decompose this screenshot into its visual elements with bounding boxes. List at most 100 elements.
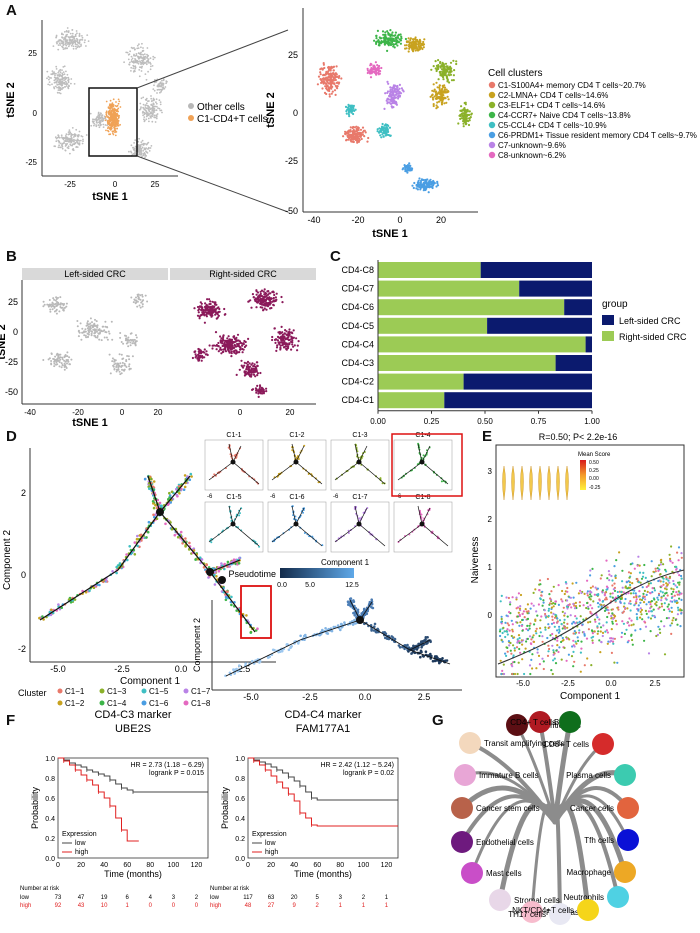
cluster-point	[462, 117, 465, 120]
y-axis-label: Component 2	[2, 530, 13, 590]
other-cell-point	[81, 142, 84, 145]
other-cell-point	[155, 114, 157, 117]
other-cell-point	[66, 137, 69, 140]
right-crc-point	[280, 295, 283, 299]
category-label: CD4-C3	[341, 358, 374, 368]
other-cell-point	[157, 85, 160, 87]
bar-segment	[480, 262, 592, 278]
left-crc-point	[121, 358, 124, 360]
cluster-legend-title-d: Cluster	[18, 688, 47, 698]
cluster-point	[332, 73, 335, 76]
right-crc-point	[252, 296, 255, 299]
other-cell-point	[69, 32, 72, 35]
cluster-point	[335, 86, 338, 89]
panel-label-e: E	[482, 428, 493, 445]
other-cell-point	[95, 124, 97, 126]
other-cell-point	[70, 144, 72, 147]
other-cell-point	[68, 84, 70, 87]
right-crc-point	[216, 312, 219, 315]
cluster-point	[382, 135, 385, 138]
cluster-point	[320, 81, 323, 84]
bar-segment	[378, 262, 481, 278]
small-panel-title: C1-7	[352, 494, 367, 501]
other-cell-point	[150, 145, 153, 147]
other-cell-point	[152, 58, 155, 61]
right-crc-point	[262, 298, 265, 301]
cluster-point	[404, 168, 407, 171]
cluster-point	[442, 97, 445, 100]
cluster-point	[389, 88, 392, 91]
bar-segment	[585, 336, 592, 353]
cluster-point	[361, 133, 364, 136]
left-crc-point	[128, 365, 130, 368]
cluster-point	[418, 186, 421, 189]
right-crc-point	[237, 339, 240, 342]
other-cell-point	[152, 103, 155, 106]
left-crc-point	[89, 325, 92, 328]
trajectory-branch	[159, 511, 211, 573]
trajectory-point	[188, 478, 192, 482]
cd4-cell-point	[112, 98, 115, 101]
bar-segment	[378, 280, 520, 297]
cluster-point	[459, 117, 462, 120]
other-cell-point	[61, 88, 63, 91]
cd4-cell-point	[110, 105, 113, 108]
right-crc-point	[223, 342, 226, 345]
left-crc-point	[120, 353, 123, 356]
other-cell-point	[99, 120, 101, 122]
right-crc-point	[259, 290, 262, 293]
cluster-point	[320, 78, 323, 81]
trajectory-point	[190, 475, 193, 478]
cluster-point	[393, 39, 396, 43]
right-crc-point	[247, 365, 250, 368]
other-cell-point	[134, 139, 137, 142]
cluster-point	[437, 59, 440, 62]
right-crc-point	[213, 305, 216, 308]
cluster-point	[334, 72, 337, 75]
other-cell-point	[64, 43, 66, 46]
cluster-point	[425, 185, 428, 188]
cd4-cell-point	[112, 118, 115, 121]
cluster-point	[385, 127, 388, 130]
other-cell-point	[87, 40, 90, 42]
cluster-point	[397, 89, 400, 92]
cd4-cell-point	[109, 99, 112, 102]
other-cell-point	[130, 60, 133, 63]
right-crc-point	[233, 349, 236, 352]
left-crc-point	[57, 355, 60, 358]
trajectory-branch	[159, 475, 191, 513]
right-crc-point	[202, 311, 206, 314]
cluster-point	[332, 79, 336, 82]
cluster-swatch	[488, 151, 496, 159]
cd4-cell-point	[111, 102, 114, 104]
left-crc-point	[123, 369, 126, 372]
cd4-cell-point	[116, 120, 119, 123]
other-cell-point	[71, 43, 74, 46]
left-crc-point	[77, 330, 80, 333]
trajectory-point	[179, 530, 183, 534]
cluster-point	[369, 71, 373, 74]
cluster-point	[357, 126, 360, 130]
cluster-point	[330, 84, 333, 87]
left-crc-point	[81, 331, 84, 334]
trajectory-point	[145, 536, 148, 539]
cluster-point	[355, 138, 358, 141]
other-cell-point	[74, 133, 77, 136]
other-cell-point	[137, 57, 140, 60]
cluster-point	[434, 90, 438, 93]
cluster-point	[378, 64, 381, 68]
small-panel-title: C1-6	[289, 494, 304, 501]
other-cell-point	[127, 58, 130, 61]
cluster-point	[440, 88, 443, 92]
other-cell-point	[93, 123, 96, 125]
left-crc-point	[132, 301, 135, 304]
other-cell-point	[136, 44, 139, 47]
other-cell-point	[162, 87, 165, 90]
left-crc-point	[107, 330, 110, 333]
other-cell-point	[155, 101, 157, 104]
other-cell-point	[81, 135, 84, 138]
right-crc-point	[275, 349, 278, 352]
other-cell-point	[62, 71, 65, 73]
right-crc-point	[272, 299, 275, 302]
cd4-cell-point	[108, 117, 111, 120]
